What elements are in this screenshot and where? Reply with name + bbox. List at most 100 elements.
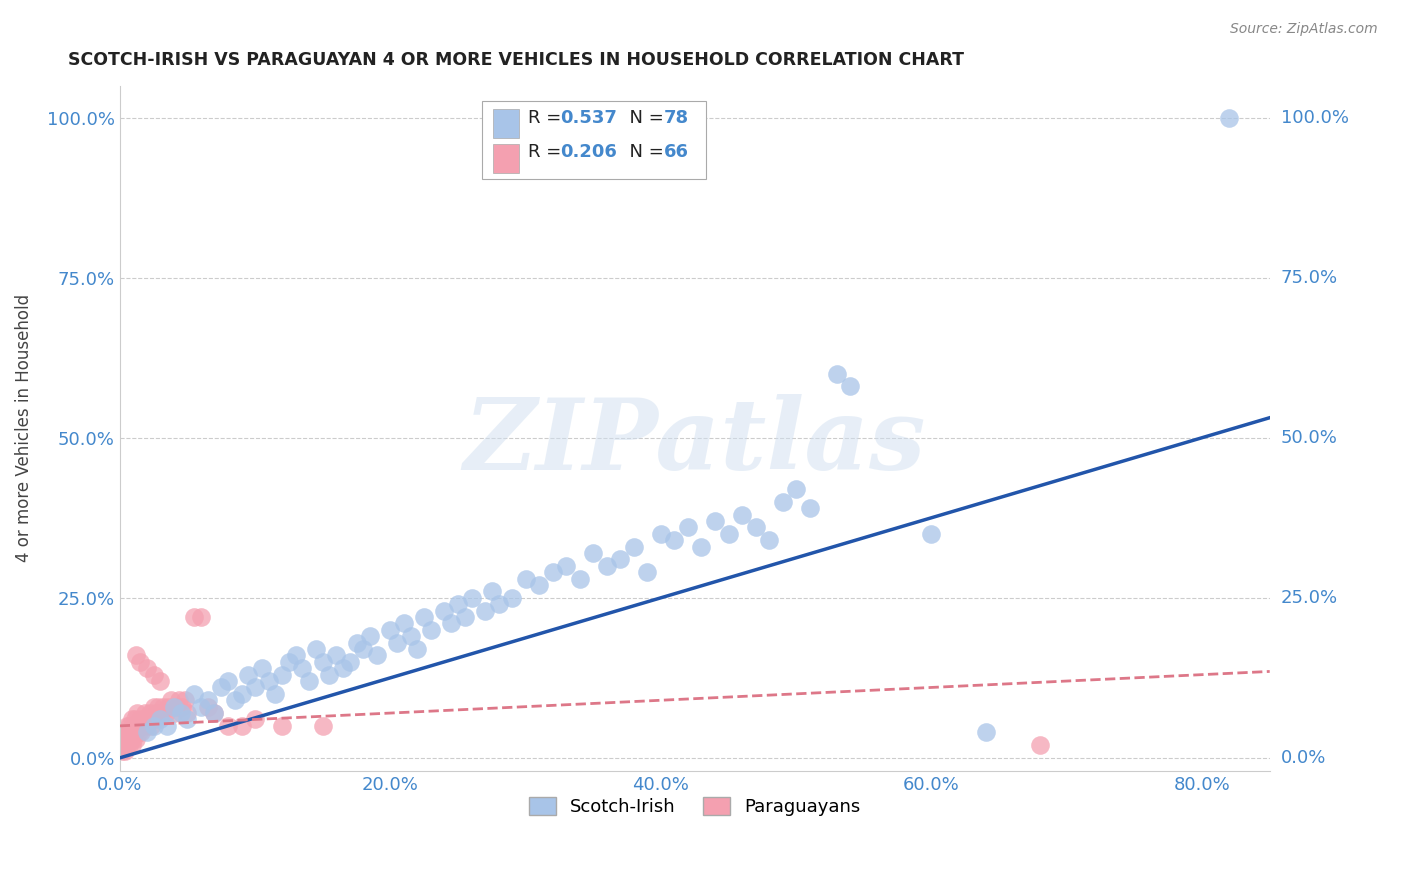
Point [271, 667, 294, 681]
Point [142, 719, 165, 733]
Point [224, 693, 246, 707]
Point [111, 744, 134, 758]
Text: 78: 78 [664, 109, 689, 127]
Text: Source: ZipAtlas.com: Source: ZipAtlas.com [1230, 22, 1378, 37]
Point [115, 738, 138, 752]
Point [650, 526, 672, 541]
Point [264, 687, 287, 701]
Point [118, 738, 141, 752]
Point [1218, 111, 1240, 125]
Point [1028, 738, 1050, 752]
Point [129, 713, 152, 727]
Text: 50.0%: 50.0% [1281, 429, 1337, 447]
Point [176, 706, 198, 720]
Point [152, 699, 174, 714]
Point [121, 713, 143, 727]
Point [155, 706, 177, 720]
Point [120, 731, 142, 746]
Point [305, 642, 328, 657]
Point [124, 725, 146, 739]
Point [146, 699, 169, 714]
Point [121, 738, 143, 752]
Point [231, 687, 253, 701]
Legend: Scotch-Irish, Paraguayans: Scotch-Irish, Paraguayans [522, 789, 868, 823]
Point [596, 558, 619, 573]
Point [120, 725, 142, 739]
Text: 0.0%: 0.0% [1281, 749, 1326, 767]
Point [125, 719, 148, 733]
Point [157, 699, 180, 714]
Point [541, 565, 564, 579]
Point [190, 699, 212, 714]
Point [134, 706, 156, 720]
Point [190, 610, 212, 624]
Point [419, 623, 441, 637]
Text: 75.0%: 75.0% [1281, 268, 1339, 286]
Point [135, 661, 157, 675]
Point [112, 738, 135, 752]
Point [474, 604, 496, 618]
Text: 25.0%: 25.0% [1281, 589, 1339, 607]
Point [366, 648, 388, 663]
Point [257, 674, 280, 689]
Point [145, 706, 167, 720]
Point [132, 719, 155, 733]
Point [127, 706, 149, 720]
Point [156, 719, 179, 733]
Point [460, 591, 482, 605]
Point [135, 725, 157, 739]
Point [623, 540, 645, 554]
Point [122, 719, 145, 733]
Point [825, 367, 848, 381]
Point [277, 655, 299, 669]
Point [346, 635, 368, 649]
Point [163, 699, 186, 714]
Text: R =: R = [529, 143, 567, 161]
Point [731, 508, 754, 522]
Point [555, 558, 578, 573]
Point [142, 699, 165, 714]
Point [166, 699, 188, 714]
Point [163, 706, 186, 720]
Point [149, 706, 172, 720]
Point [609, 552, 631, 566]
Point [839, 379, 862, 393]
Text: SCOTCH-IRISH VS PARAGUAYAN 4 OR MORE VEHICLES IN HOUSEHOLD CORRELATION CHART: SCOTCH-IRISH VS PARAGUAYAN 4 OR MORE VEH… [67, 51, 965, 69]
Point [271, 719, 294, 733]
Point [117, 725, 139, 739]
Text: 100.0%: 100.0% [1281, 109, 1348, 127]
Point [974, 725, 997, 739]
Point [488, 597, 510, 611]
Point [284, 648, 307, 663]
Point [139, 719, 162, 733]
Point [413, 610, 436, 624]
Point [204, 706, 226, 720]
Point [352, 642, 374, 657]
Point [291, 661, 314, 675]
Point [125, 731, 148, 746]
Point [515, 572, 537, 586]
Point [136, 713, 159, 727]
Point [359, 629, 381, 643]
Point [921, 526, 943, 541]
Point [312, 655, 335, 669]
Point [676, 520, 699, 534]
Point [142, 667, 165, 681]
Point [128, 725, 150, 739]
Point [132, 713, 155, 727]
Point [785, 482, 807, 496]
Point [160, 693, 183, 707]
Point [717, 526, 740, 541]
Point [170, 699, 193, 714]
Point [758, 533, 780, 548]
Point [111, 731, 134, 746]
Point [135, 719, 157, 733]
Point [568, 572, 591, 586]
Point [176, 713, 198, 727]
Point [454, 610, 477, 624]
Point [129, 655, 152, 669]
Point [250, 661, 273, 675]
Point [744, 520, 766, 534]
Point [115, 719, 138, 733]
Point [169, 693, 191, 707]
